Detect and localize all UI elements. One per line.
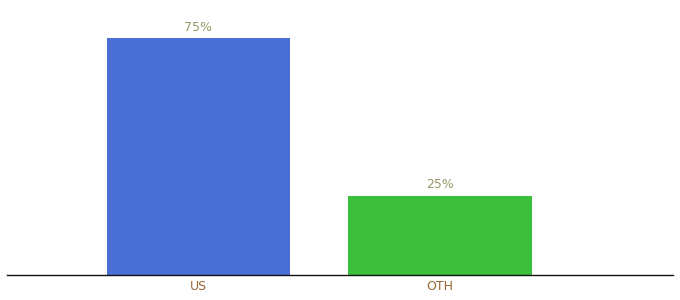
Text: 75%: 75% (184, 21, 212, 34)
Text: 25%: 25% (426, 178, 454, 191)
Bar (107, 38, 290, 274)
Bar (348, 196, 532, 274)
